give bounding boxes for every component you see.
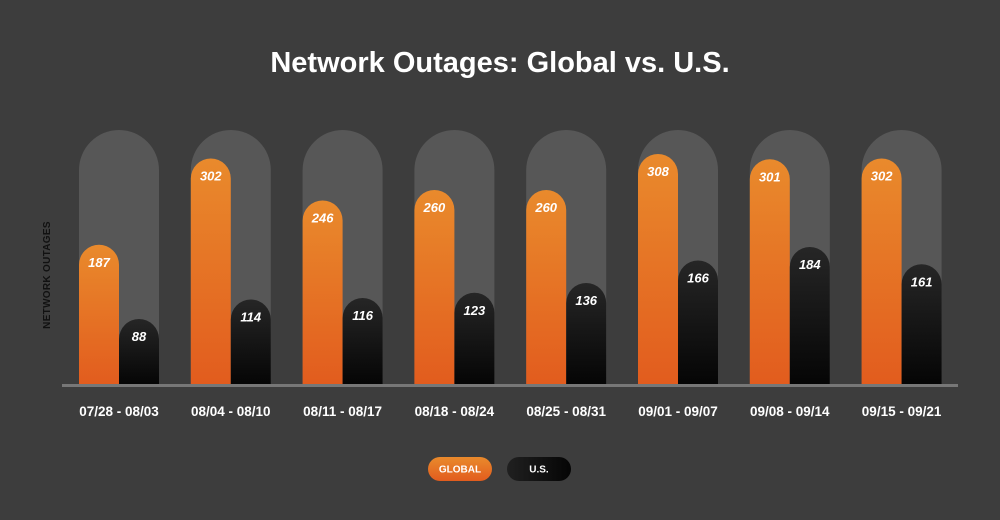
bar-global-1 [190,158,231,385]
bar-u-s-2 [342,298,383,385]
legend-item-global: GLOBAL [428,457,492,481]
data-label-u-s-3: 123 [464,303,486,318]
data-label-global-2: 246 [311,211,334,226]
bar-u-s-7 [901,264,942,385]
data-label-u-s-4: 136 [575,293,597,308]
data-label-global-5: 308 [647,164,669,179]
bar-global-0 [79,244,119,385]
x-tick-label: 08/25 - 08/31 [526,404,606,419]
data-label-u-s-0: 88 [132,329,147,344]
bar-u-s-4 [566,283,607,385]
bar-global-4 [526,190,567,385]
data-label-u-s-7: 161 [911,274,933,289]
data-label-global-1: 302 [200,169,222,184]
legend-label-global: GLOBAL [439,465,481,476]
data-label-global-0: 187 [88,255,110,270]
legend-item-us: U.S. [507,457,571,481]
bar-global-7 [861,158,902,385]
legend-label-us: U.S. [529,465,549,476]
x-tick-label: 08/04 - 08/10 [191,404,271,419]
data-label-global-4: 260 [534,200,557,215]
bar-global-2 [302,200,343,385]
x-tick-label: 08/11 - 08/17 [303,404,382,419]
x-tick-label: 09/08 - 09/14 [750,404,830,419]
x-tick-label: 08/18 - 08/24 [415,404,495,419]
data-label-u-s-6: 184 [799,257,821,272]
bar-global-3 [414,190,455,385]
x-tick-label: 07/28 - 08/03 [79,404,159,419]
bar-u-s-0 [119,319,159,385]
bar-group [79,154,942,385]
data-label-u-s-2: 116 [352,308,373,323]
bar-u-s-6 [789,247,830,385]
data-label-u-s-1: 114 [240,310,261,325]
bar-global-5 [638,154,678,385]
x-tick-label: 09/01 - 09/07 [638,404,718,419]
bar-u-s-3 [454,292,495,385]
data-label-global-6: 301 [759,169,781,184]
x-tick-label: 09/15 - 09/21 [862,404,942,419]
data-label-global-7: 302 [871,169,893,184]
y-axis-label: NETWORK OUTAGES [42,221,53,329]
legend-swatch-us [507,457,571,481]
data-label-global-3: 260 [423,200,446,215]
data-label-u-s-5: 166 [687,271,709,286]
legend-swatch-global [428,457,492,481]
bar-u-s-5 [678,260,718,385]
bar-global-6 [749,159,790,385]
chart-title: Network Outages: Global vs. U.S. [270,47,729,79]
legend: GLOBAL U.S. [428,457,571,481]
bar-u-s-1 [230,299,271,385]
x-tick-group: 07/28 - 08/03 08/04 - 08/10 08/11 - 08/17 0… [79,404,942,419]
data-label-group: 187 88 302 114 246 116 260 123 260 136 308 166 301 18… [88,164,932,344]
